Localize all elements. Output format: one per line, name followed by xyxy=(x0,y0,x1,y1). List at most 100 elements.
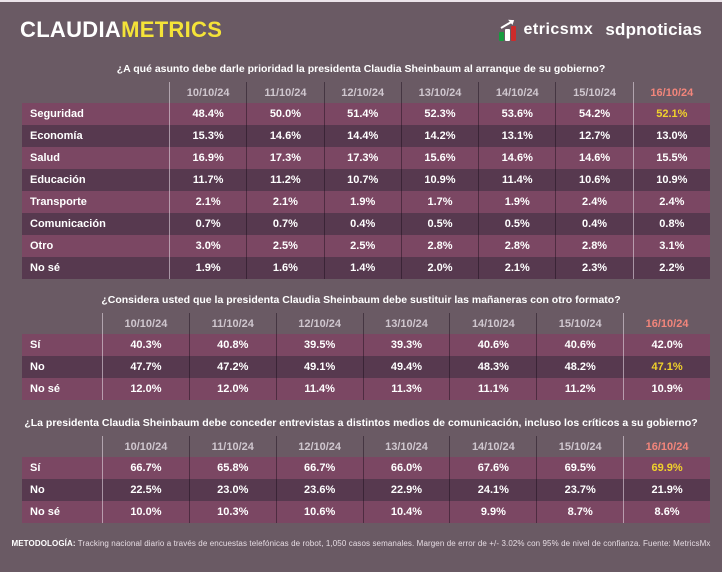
value-cell: 49.4% xyxy=(362,356,450,378)
poll-table-prioridad: 10/10/24 11/10/24 12/10/24 13/10/24 14/10/24… xyxy=(22,82,710,279)
value-cell: 47.7% xyxy=(102,356,189,378)
value-cell: 11.3% xyxy=(362,378,450,400)
corner-cell xyxy=(22,313,102,334)
value-cell: 49.1% xyxy=(275,356,363,378)
row-label-cell: No sé xyxy=(30,383,60,395)
table-row: Educación 11.7% 11.2% 10.7% 10.9% 11.4% 10.6% 1… xyxy=(22,169,710,191)
poll-table-mananeras: 10/10/24 11/10/24 12/10/24 13/10/24 14/10/24… xyxy=(22,313,710,400)
table-row: No 22.5% 23.0% 23.6% 22.9% 24.1% 23.7% 21.9% xyxy=(22,479,710,501)
value-cell: 0.5% xyxy=(400,213,478,235)
value-cell: 2.1% xyxy=(246,191,323,213)
date-header-cell: 12/10/24 xyxy=(275,313,363,334)
value-cell: 2.5% xyxy=(323,235,401,257)
value-cell: 0.4% xyxy=(555,213,632,235)
value-cell: 65.8% xyxy=(188,457,276,479)
corner-cell xyxy=(22,436,102,457)
date-header-cell: 15/10/24 xyxy=(555,82,632,103)
value-cell: 12.0% xyxy=(188,378,276,400)
value-cell: 2.0% xyxy=(400,257,478,279)
date-header-cell: 11/10/24 xyxy=(246,82,323,103)
row-label-cell: Comunicación xyxy=(30,218,106,230)
table-header-row: 10/10/24 11/10/24 12/10/24 13/10/24 14/10/24… xyxy=(22,313,710,334)
row-label-cell: Sí xyxy=(30,339,41,351)
date-header-cell: 10/10/24 xyxy=(169,82,246,103)
value-cell: 0.8% xyxy=(632,213,710,235)
value-cell: 14.4% xyxy=(323,125,401,147)
sdpnoticias-wordmark: sdpnoticias xyxy=(605,20,702,39)
table-row: Sí 66.7% 65.8% 66.7% 66.0% 67.6% 69.5% 69.9% xyxy=(22,457,710,479)
value-cell: 14.6% xyxy=(478,147,555,169)
value-cell: 52.1% xyxy=(632,103,710,125)
value-cell: 0.7% xyxy=(169,213,246,235)
poll-question: ¿La presidenta Claudia Sheinbaum debe co… xyxy=(24,417,698,429)
value-cell: 8.6% xyxy=(623,501,710,523)
value-cell: 2.8% xyxy=(555,235,632,257)
flag-bar-chart-icon xyxy=(498,19,521,41)
metricsmx-logo: etricsmx xyxy=(498,19,594,41)
table-row: Otro 3.0% 2.5% 2.5% 2.8% 2.8% 2.8% 3.1% xyxy=(22,235,710,257)
value-cell: 14.2% xyxy=(400,125,478,147)
date-header-cell: 14/10/24 xyxy=(478,82,555,103)
value-cell: 11.1% xyxy=(449,378,536,400)
row-label-cell: No sé xyxy=(30,506,60,518)
value-cell: 11.2% xyxy=(536,378,623,400)
date-header-cell-current: 16/10/24 xyxy=(623,436,710,457)
value-cell: 40.3% xyxy=(102,334,189,356)
value-cell: 69.9% xyxy=(623,457,710,479)
value-cell: 11.4% xyxy=(478,169,555,191)
value-cell: 39.5% xyxy=(275,334,363,356)
date-header-cell: 13/10/24 xyxy=(400,82,478,103)
value-cell: 11.2% xyxy=(246,169,323,191)
value-cell: 0.5% xyxy=(478,213,555,235)
row-label-cell: No xyxy=(30,484,45,496)
value-cell: 15.6% xyxy=(400,147,478,169)
poll-section-entrevistas: ¿La presidenta Claudia Sheinbaum debe co… xyxy=(0,417,722,523)
value-cell: 8.7% xyxy=(536,501,623,523)
table-row: Economía 15.3% 14.6% 14.4% 14.2% 13.1% 12.7% 13… xyxy=(22,125,710,147)
value-cell: 66.0% xyxy=(362,457,450,479)
value-cell: 16.9% xyxy=(169,147,246,169)
row-label-cell: No xyxy=(30,361,45,373)
value-cell: 21.9% xyxy=(623,479,710,501)
date-header-cell: 14/10/24 xyxy=(449,313,536,334)
brand-claudiametrics: CLAUDIAMETRICS xyxy=(20,17,222,43)
value-cell: 40.6% xyxy=(449,334,536,356)
date-header-cell: 15/10/24 xyxy=(536,436,623,457)
table-row: No 47.7% 47.2% 49.1% 49.4% 48.3% 48.2% 47.1% xyxy=(22,356,710,378)
methodology-text: Tracking nacional diario a través de enc… xyxy=(75,539,711,548)
value-cell: 48.4% xyxy=(169,103,246,125)
brand-metrics-text: METRICS xyxy=(121,17,223,42)
value-cell: 50.0% xyxy=(246,103,323,125)
value-cell: 13.1% xyxy=(478,125,555,147)
value-cell: 1.9% xyxy=(323,191,401,213)
top-edge-line xyxy=(0,0,722,2)
poll-question: ¿A qué asunto debe darle prioridad la pr… xyxy=(116,63,606,75)
value-cell: 22.5% xyxy=(102,479,189,501)
value-cell: 10.9% xyxy=(400,169,478,191)
value-cell: 1.9% xyxy=(169,257,246,279)
value-cell: 1.7% xyxy=(400,191,478,213)
value-cell: 9.9% xyxy=(449,501,536,523)
table-header-row: 10/10/24 11/10/24 12/10/24 13/10/24 14/10/24… xyxy=(22,82,710,103)
value-cell: 1.4% xyxy=(323,257,401,279)
value-cell: 0.7% xyxy=(246,213,323,235)
value-cell: 66.7% xyxy=(102,457,189,479)
table-row: No sé 10.0% 10.3% 10.6% 10.4% 9.9% 8.7% 8.6% xyxy=(22,501,710,523)
value-cell: 47.1% xyxy=(623,356,710,378)
date-header-cell: 15/10/24 xyxy=(536,313,623,334)
value-cell: 1.9% xyxy=(478,191,555,213)
brand-claudia-text: CLAUDIA xyxy=(20,17,122,42)
table-row: Seguridad 48.4% 50.0% 51.4% 52.3% 53.6% 54.2% 5… xyxy=(22,103,710,125)
value-cell: 2.1% xyxy=(169,191,246,213)
table-row: No sé 1.9% 1.6% 1.4% 2.0% 2.1% 2.3% 2.2% xyxy=(22,257,710,279)
value-cell: 10.3% xyxy=(188,501,276,523)
trend-arrow-icon xyxy=(499,19,514,29)
value-cell: 3.0% xyxy=(169,235,246,257)
date-header-cell: 12/10/24 xyxy=(323,82,401,103)
value-cell: 52.3% xyxy=(400,103,478,125)
value-cell: 40.6% xyxy=(536,334,623,356)
value-cell: 2.1% xyxy=(478,257,555,279)
value-cell: 10.9% xyxy=(632,169,710,191)
value-cell: 66.7% xyxy=(275,457,363,479)
value-cell: 67.6% xyxy=(449,457,536,479)
